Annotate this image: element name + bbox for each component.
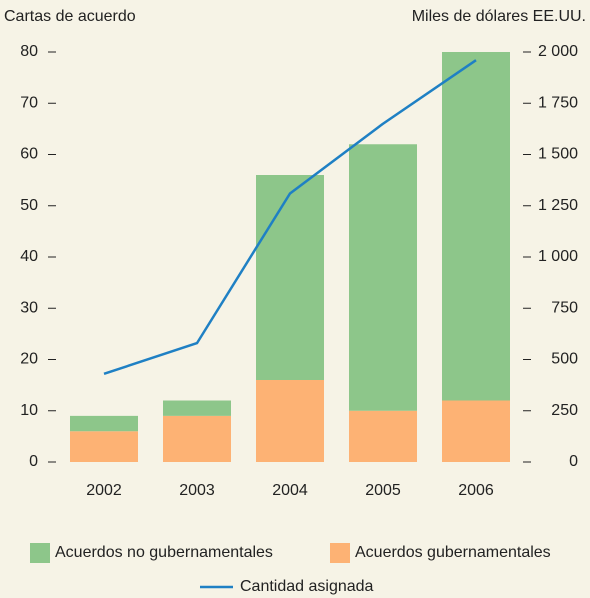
y2-tick-label: 0: [569, 453, 578, 470]
bar: [442, 52, 510, 401]
legend-label: Acuerdos gubernamentales: [355, 544, 551, 561]
y-tick-label: 20: [20, 351, 38, 368]
y-tick-label: 40: [20, 248, 38, 265]
y2-tick-label: 250: [551, 402, 578, 419]
y2-tick-label: 1 750: [538, 94, 578, 111]
legend-label: Acuerdos no gubernamentales: [55, 544, 273, 561]
y-tick-label: 50: [20, 197, 38, 214]
y2-tick-label: 750: [551, 299, 578, 316]
y2-axis-label: Miles de dólares EE.UU.: [412, 8, 586, 25]
x-tick-label: 2005: [365, 482, 401, 499]
bar: [349, 144, 417, 411]
bar: [442, 400, 510, 462]
bar: [70, 415, 138, 432]
y-tick-label: 10: [20, 402, 38, 419]
y-tick-label: 80: [20, 43, 38, 60]
x-tick-label: 2004: [272, 482, 308, 499]
bar: [256, 380, 324, 462]
bar: [70, 431, 138, 462]
legend-swatch: [30, 543, 50, 563]
y2-tick-label: 2 000: [538, 43, 578, 60]
y2-tick-label: 1 250: [538, 197, 578, 214]
y-tick-label: 70: [20, 94, 38, 111]
x-tick-label: 2002: [86, 482, 122, 499]
y-tick-label: 60: [20, 146, 38, 163]
bar: [349, 410, 417, 462]
bar: [163, 400, 231, 416]
y-tick-label: 0: [29, 453, 38, 470]
legend-label: Cantidad asignada: [240, 578, 374, 595]
y2-tick-label: 1 000: [538, 248, 578, 265]
legend-swatch: [330, 543, 350, 563]
x-tick-label: 2006: [458, 482, 494, 499]
bar: [163, 415, 231, 462]
y2-tick-label: 1 500: [538, 146, 578, 163]
y-axis-label: Cartas de acuerdo: [4, 8, 136, 25]
x-tick-label: 2003: [179, 482, 215, 499]
bar: [256, 175, 324, 380]
y2-tick-label: 500: [551, 351, 578, 368]
y-tick-label: 30: [20, 299, 38, 316]
line: [103, 59, 477, 376]
